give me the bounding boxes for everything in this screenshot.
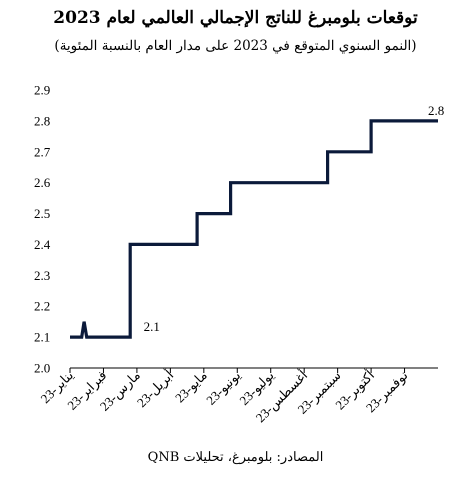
chart-annotations: 2.1 2.8 [144, 103, 445, 334]
y-tick-label: 2.6 [34, 175, 51, 190]
y-tick-label: 2.4 [34, 237, 51, 252]
y-tick-label: 2.2 [34, 299, 50, 314]
chart-title: توقعات بلومبرغ للناتج الإجمالي العالمي ل… [53, 8, 418, 28]
y-tick-label: 2.8 [34, 113, 50, 128]
source-note: المصادر: بلومبرغ، تحليلات QNB [147, 450, 324, 465]
x-axis-ticks: يناير-23فبراير-23مارس-23أبريل-23مايو-23ي… [37, 367, 411, 426]
series-line [70, 119, 438, 339]
y-tick-label: 2.0 [34, 361, 50, 376]
y-tick-label: 2.7 [34, 144, 51, 159]
y-tick-label: 2.5 [34, 206, 50, 221]
x-tick-label: يونيو-23 [203, 367, 244, 408]
chart-subtitle: (النمو السنوي المتوقع في 2023 على مدار ا… [54, 38, 417, 54]
y-tick-label: 2.1 [34, 330, 50, 345]
x-tick-label: مايو-23 [172, 368, 211, 407]
chart-series [70, 119, 438, 339]
data-label: 2.1 [144, 319, 160, 334]
y-tick-label: 2.9 [34, 83, 50, 98]
x-tick-label: أبريل-23 [133, 367, 177, 411]
data-label: 2.8 [428, 103, 444, 118]
y-axis-ticks: 2.0 2.1 2.2 2.3 2.4 2.5 2.6 2.7 2.8 2.9 [34, 83, 51, 376]
y-tick-label: 2.3 [34, 268, 50, 283]
